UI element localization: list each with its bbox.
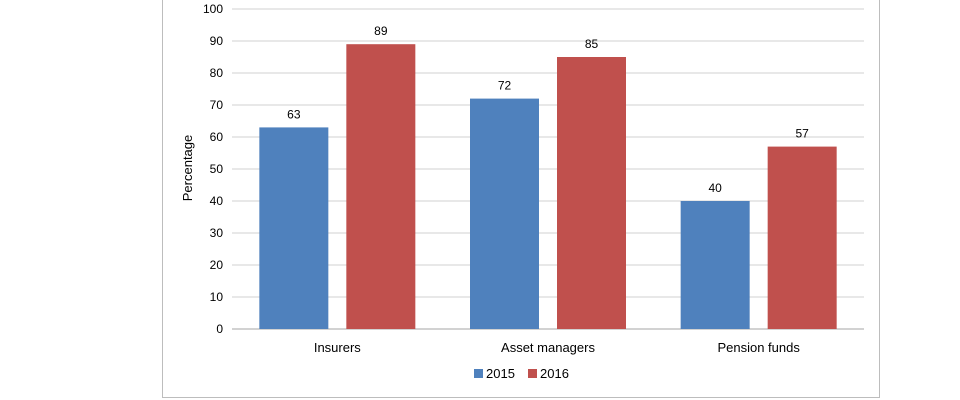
- y-axis-label: Percentage: [180, 135, 195, 202]
- y-tick-label: 0: [216, 322, 223, 336]
- bar-2015-insurers: [259, 127, 329, 330]
- data-label: 63: [287, 107, 301, 121]
- data-label: 85: [585, 37, 599, 51]
- data-label: 40: [708, 181, 722, 195]
- legend: 2015 2016: [474, 366, 569, 381]
- y-tick-label: 60: [210, 130, 224, 144]
- y-tick-label: 80: [210, 66, 224, 80]
- x-tick-label: Insurers: [314, 340, 361, 355]
- y-tick-label: 70: [210, 98, 224, 112]
- legend-swatch-2016: [528, 369, 537, 378]
- bar-2016-insurers: [346, 44, 416, 329]
- bar-2015-pension-funds: [680, 201, 750, 329]
- data-label: 89: [374, 24, 388, 38]
- gridlines: [232, 8, 864, 298]
- y-tick-label: 90: [210, 34, 224, 48]
- bar-2015-asset-managers: [470, 98, 539, 329]
- y-tick-label: 10: [210, 290, 224, 304]
- y-tick-label: 20: [210, 258, 224, 272]
- x-tick-label: Pension funds: [717, 340, 800, 355]
- bar-2016-asset-managers: [557, 57, 626, 329]
- data-label: 57: [795, 127, 809, 141]
- y-tick-label: 40: [210, 194, 224, 208]
- legend-label: 2016: [540, 366, 569, 381]
- legend-label: 2015: [486, 366, 515, 381]
- bar-2016-pension-funds: [767, 146, 837, 329]
- x-axis-ticks: Insurers Asset managers Pension funds: [314, 340, 801, 355]
- y-axis-ticks: 0 10 20 30 40 50 60 70 80 90 100: [203, 2, 223, 336]
- y-tick-label: 50: [210, 162, 224, 176]
- bars: [259, 44, 837, 330]
- y-tick-label: 30: [210, 226, 224, 240]
- data-labels: 63 89 72 85 40 57: [287, 24, 809, 195]
- x-tick-label: Asset managers: [501, 340, 595, 355]
- legend-swatch-2015: [474, 369, 483, 378]
- y-tick-label: 100: [203, 2, 223, 16]
- data-label: 72: [498, 79, 512, 93]
